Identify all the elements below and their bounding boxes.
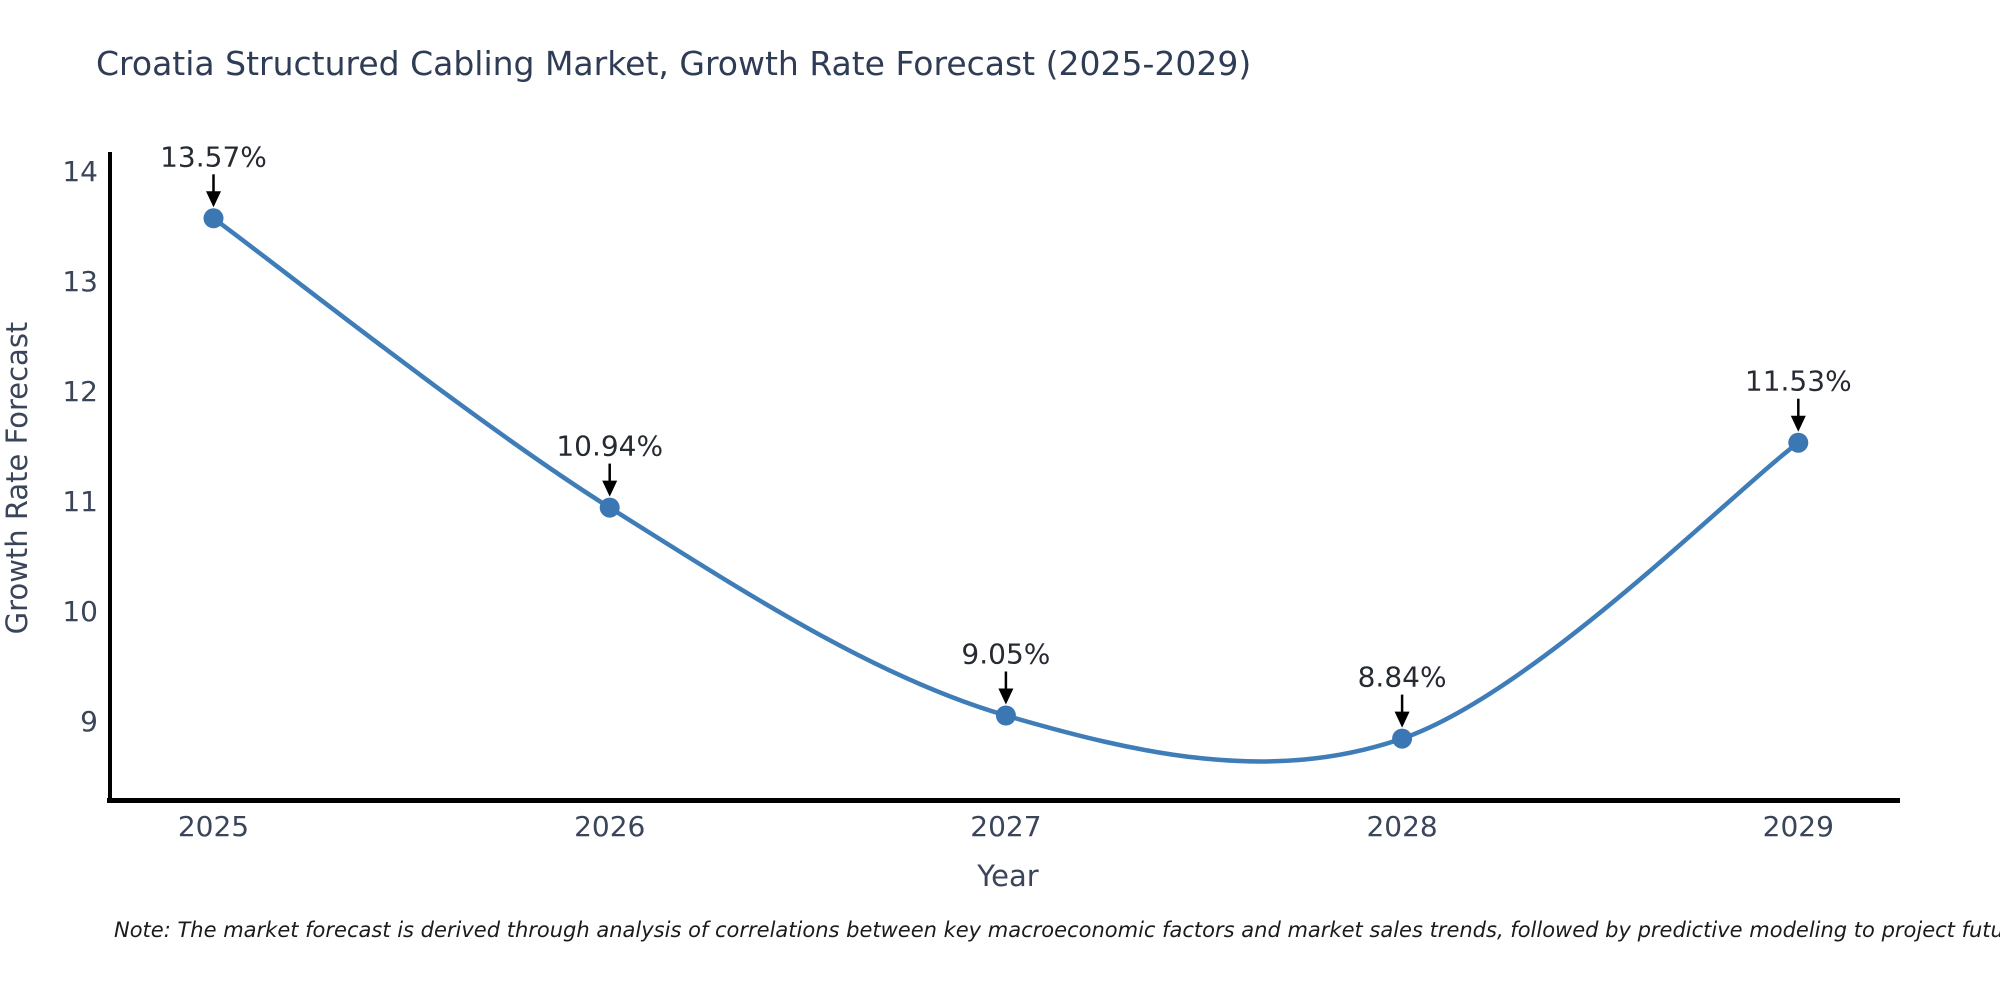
y-tick-label: 13: [62, 265, 98, 298]
data-point-marker: [203, 208, 224, 229]
x-tick-label: 2029: [1763, 810, 1834, 843]
footnote-text: Note: The market forecast is derived thr…: [114, 918, 2000, 942]
y-axis-title: Growth Rate Forecast: [0, 322, 34, 635]
data-point-marker: [995, 705, 1016, 726]
data-label: 9.05%: [961, 638, 1050, 671]
y-tick-label: 12: [62, 375, 98, 408]
y-tick-label: 11: [62, 485, 98, 518]
y-tick-label: 14: [62, 155, 98, 188]
data-point-marker: [599, 497, 620, 518]
x-tick-label: 2026: [574, 810, 645, 843]
annotation-arrow-head: [206, 191, 221, 208]
chart-title: Croatia Structured Cabling Market, Growt…: [96, 44, 1252, 83]
x-tick-label: 2027: [970, 810, 1041, 843]
x-axis-ticks: 2025 2026 2027 2028 2029: [178, 810, 1834, 843]
data-point-marker: [1392, 728, 1413, 749]
y-axis-ticks: 9 10 11 12 13 14: [62, 155, 98, 738]
data-point-markers: [203, 208, 1809, 749]
annotation-arrow-head: [998, 688, 1014, 705]
annotation-arrow-head: [1790, 415, 1806, 432]
annotation-arrow-head: [1394, 711, 1410, 728]
data-label: 13.57%: [160, 140, 267, 173]
y-tick-label: 9: [80, 705, 98, 738]
y-tick-label: 10: [62, 595, 98, 628]
x-tick-label: 2025: [178, 810, 249, 843]
x-tick-label: 2028: [1366, 810, 1437, 843]
data-point-marker: [1788, 432, 1809, 453]
data-label: 10.94%: [556, 430, 663, 463]
x-axis-title: Year: [976, 859, 1038, 893]
annotation-arrow-head: [602, 480, 618, 497]
data-point-annotations: 13.57% 10.94% 9.05% 8.84% 11.53%: [160, 140, 1852, 728]
data-label: 11.53%: [1745, 365, 1852, 398]
data-label: 8.84%: [1358, 661, 1447, 694]
